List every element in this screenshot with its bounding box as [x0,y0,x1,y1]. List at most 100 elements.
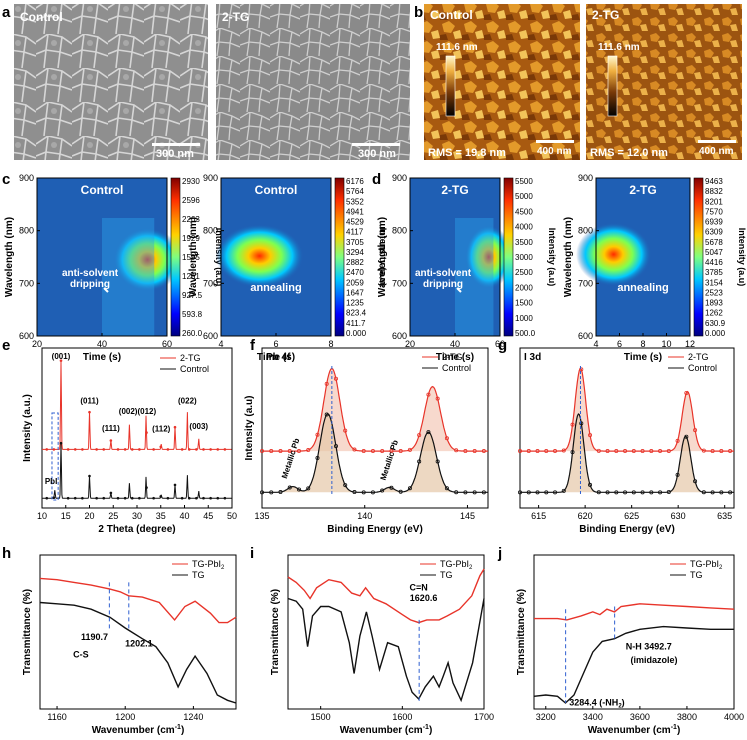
xrd-marker [123,496,127,500]
xrd-marker [195,496,198,500]
scalebar-label: 300 nm [156,148,194,160]
xps-g-frame [519,347,735,509]
x-axis-label: Wavenumber (cm-1) [588,724,681,736]
xps-marker [658,490,663,495]
y-tick-label: 900 [392,173,407,183]
xps-marker [333,376,338,381]
panel-letter-d: d [372,171,381,188]
y-tick-label: 600 [578,331,593,341]
colorbar-tick-label: 1261 [182,272,200,281]
xrd-marker [116,448,120,451]
x-tick-label: 1700 [474,712,494,722]
xps-marker [535,449,540,454]
xrd-marker [45,448,49,451]
xps-marker [296,487,301,492]
colorbar-tick-label: 5764 [346,187,364,196]
annotation-suffix: ) [622,698,625,708]
xps-marker [444,486,449,491]
d2-colorbar [693,177,704,337]
ftir-annotation: 1202.1 [125,639,153,649]
xps-marker [693,428,698,433]
x-axis-label: Wavenumber (cm-1) [92,724,185,736]
unit-superscript: -1 [175,724,181,731]
colorbar-label: Intensity (a.u) [737,228,747,287]
colorbar-tick-label: 6309 [705,228,723,237]
xps-marker [426,392,431,397]
xps-annotation: Metallic Pb [280,437,302,480]
legend-label: Control [180,364,209,374]
colorbar-tick-label: 6939 [705,218,723,227]
xrd-marker [138,496,141,500]
xps-marker [631,490,636,495]
legend-label: Control [442,363,471,373]
x-tick-label: 8 [640,339,645,349]
xps-marker [675,438,680,443]
x-tick-label: 4000 [724,712,744,722]
colorbar-tick-label: 4529 [346,218,364,227]
xrd-marker [88,474,91,478]
colorbar-tick-label: 9463 [705,177,723,186]
y-tick-label: 900 [19,173,34,183]
height-scale-label: 111.6 nm [598,42,640,53]
y-axis-label: Intensity (a.u.) [22,394,33,462]
xps-marker [352,490,357,495]
x-axis-label: Wavenumber (cm-1) [340,724,433,736]
xrd-marker [216,448,220,451]
xps-marker [710,490,715,495]
x-axis-label: Time (s) [624,352,662,363]
x-axis-label: 2 Theta (degree) [98,524,175,535]
xps-fill-control [262,413,488,493]
xps-marker [398,489,403,494]
colorbar-tick-label: 2470 [346,268,364,277]
scalebar [698,140,736,143]
xrd-peak-label: (111) [102,424,120,433]
xrd-marker [152,448,155,451]
colorbar-tick-label: 3154 [705,278,723,287]
x-tick-label: 6 [617,339,622,349]
xps-marker [287,485,292,490]
xps-marker [343,428,348,433]
x-tick-label: 20 [84,511,94,521]
d1-colorbar [503,177,514,337]
panel-letter-b: b [414,4,423,21]
c1-intensity-hotspot [113,228,182,292]
xrd-marker [209,448,212,451]
xps-marker [463,449,468,454]
xps-marker [287,449,292,454]
xrd-marker [180,448,184,451]
xps-marker [435,396,440,401]
panel-letter-h: h [2,545,11,562]
xps-series-2-tg [520,367,734,452]
xps-fill-control [520,414,734,493]
xrd-marker [159,445,163,449]
colorbar-tick-label: 2059 [346,278,364,287]
xps-marker [407,486,412,491]
panel-letter-a: a [2,4,11,21]
xps-marker [389,449,394,454]
xps-marker [380,449,385,454]
xps-marker [472,490,477,495]
y-tick-label: 600 [19,331,34,341]
d2-title: 2-TG [629,183,656,197]
xps-marker [614,490,619,495]
ftir-annotation: 1190.7 [81,632,108,642]
x-tick-label: 60 [162,339,172,349]
xps-marker [306,448,311,453]
xrd-marker [45,496,49,500]
x-axis-label: Time (s) [257,352,295,363]
xps-title: I 3d [524,352,541,363]
x-axis-label: Time (s) [436,352,474,363]
c1-title: Control [81,183,124,197]
xps-marker [526,490,531,495]
x-tick-label: 4 [218,339,223,349]
x-axis-label: Time (s) [83,352,121,363]
colorbar-tick-label: 2500 [515,268,533,277]
legend-label: TG [192,570,205,580]
colorbar-tick-label: 4941 [346,207,364,216]
xps-marker [623,490,628,495]
colorbar-tick-label: 4416 [705,258,723,267]
xrd-marker [159,495,163,498]
xrd-marker [145,486,148,489]
afm-image-control: Control 111.6 nm RMS = 19.8 nm 400 nm [424,4,580,160]
y-tick-label: 800 [392,226,407,236]
